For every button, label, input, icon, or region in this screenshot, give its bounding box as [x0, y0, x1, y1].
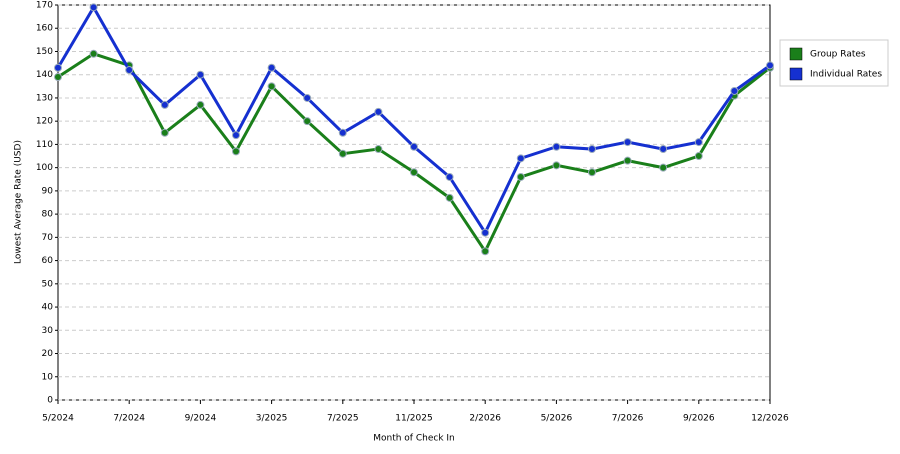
x-tick-label: 5/2026: [541, 414, 573, 424]
data-point: [410, 168, 418, 177]
plot-area: [57, 4, 771, 401]
x-tick-label: 9/2026: [683, 414, 715, 424]
x-axis-title: Month of Check In: [373, 434, 455, 444]
x-tick-label: 11/2025: [395, 414, 432, 424]
data-point: [481, 228, 490, 237]
data-point: [410, 142, 418, 151]
data-point: [160, 100, 169, 109]
data-point: [89, 3, 98, 12]
data-point: [374, 145, 383, 154]
data-point: [730, 86, 739, 95]
x-tick-label: 12/2026: [751, 414, 789, 424]
data-point: [481, 247, 490, 256]
y-tick-label: 10: [42, 372, 54, 382]
x-tick-label: 2/2026: [469, 414, 501, 424]
data-point: [267, 82, 276, 91]
data-point: [303, 93, 312, 102]
x-tick-label: 3/2025: [256, 414, 288, 424]
data-point: [196, 100, 205, 109]
legend-swatch: [789, 47, 803, 61]
data-point: [659, 163, 668, 172]
data-point: [445, 193, 454, 202]
data-point: [89, 49, 98, 58]
data-point: [552, 142, 561, 151]
y-tick-label: 90: [42, 186, 54, 196]
x-tick-label: 7/2026: [612, 414, 644, 424]
data-point: [54, 73, 62, 82]
legend-label: Group Rates: [810, 50, 866, 60]
y-axis-title: Lowest Average Rate (USD): [14, 140, 24, 264]
data-point: [232, 147, 240, 156]
data-point: [766, 61, 774, 70]
data-point: [588, 168, 596, 177]
y-tick-label: 40: [42, 303, 54, 313]
data-point: [623, 138, 632, 147]
data-point: [338, 128, 347, 137]
data-point: [303, 117, 312, 126]
y-tick-label: 50: [42, 279, 54, 289]
y-tick-label: 110: [36, 140, 53, 150]
data-point: [232, 131, 240, 140]
y-tick-label: 140: [36, 70, 53, 80]
data-point: [267, 63, 276, 72]
data-point: [694, 152, 703, 161]
x-tick-label: 7/2024: [113, 414, 145, 424]
y-tick-label: 0: [47, 396, 53, 406]
data-point: [516, 172, 525, 181]
data-point: [160, 128, 169, 137]
x-tick-label: 7/2025: [327, 414, 359, 424]
legend-swatch: [789, 67, 803, 81]
y-tick-label: 160: [36, 24, 53, 34]
data-point: [659, 145, 668, 154]
data-point: [623, 156, 632, 165]
y-tick-label: 100: [36, 163, 53, 173]
data-point: [694, 138, 703, 147]
data-point: [588, 145, 596, 154]
y-tick-label: 20: [42, 349, 54, 359]
y-tick-label: 80: [42, 210, 54, 220]
x-tick-label: 9/2024: [185, 414, 217, 424]
y-tick-label: 130: [36, 93, 53, 103]
data-point: [338, 149, 347, 158]
y-tick-label: 70: [42, 233, 54, 243]
y-tick-label: 120: [36, 117, 53, 127]
data-point: [552, 161, 561, 170]
y-tick-label: 170: [36, 1, 53, 11]
data-point: [125, 66, 134, 75]
x-tick-label: 5/2024: [42, 414, 74, 424]
data-point: [196, 70, 205, 79]
y-tick-label: 150: [36, 47, 53, 57]
y-tick-label: 60: [42, 256, 54, 266]
data-point: [445, 172, 454, 181]
legend-label: Individual Rates: [810, 70, 882, 80]
data-point: [374, 107, 383, 116]
data-point: [516, 154, 525, 163]
data-point: [54, 63, 62, 72]
y-tick-label: 30: [42, 326, 54, 336]
